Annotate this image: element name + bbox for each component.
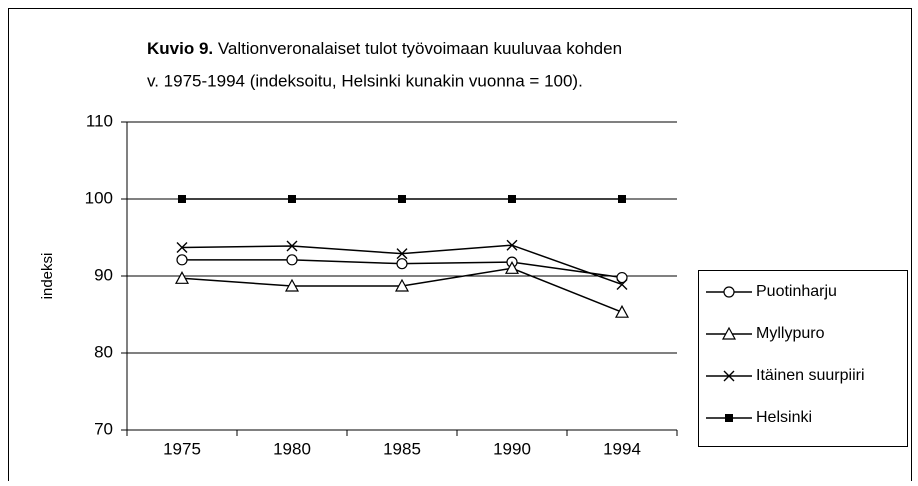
marker <box>506 239 518 251</box>
marker <box>178 195 186 203</box>
y-tick-label: 70 <box>94 419 113 438</box>
title-line: v. 1975-1994 (indeksoitu, Helsinki kunak… <box>147 71 583 90</box>
title-label: Kuvio 9. <box>147 39 213 58</box>
marker <box>286 254 298 266</box>
legend-marker <box>723 286 735 298</box>
title-line: Valtionveronalaiset tulot työvoimaan kuu… <box>218 39 622 58</box>
legend-label: Itäinen suurpiiri <box>756 367 865 384</box>
y-tick-label: 100 <box>85 188 113 207</box>
marker <box>396 258 408 270</box>
marker <box>508 195 516 203</box>
x-tick-label: 1985 <box>383 439 421 458</box>
marker <box>176 254 188 266</box>
y-axis-label: indeksi <box>39 253 56 300</box>
chart-title: Kuvio 9. Valtionveronalaiset tulot työvo… <box>147 39 622 58</box>
marker <box>616 278 628 290</box>
legend-box <box>698 270 908 447</box>
x-tick-label: 1980 <box>273 439 311 458</box>
marker <box>398 195 406 203</box>
marker <box>174 271 190 284</box>
legend-label: Helsinki <box>756 409 812 426</box>
legend-marker <box>725 414 733 422</box>
marker <box>394 278 410 292</box>
y-tick-label: 110 <box>86 111 113 130</box>
legend-marker <box>723 370 735 382</box>
marker <box>396 248 408 260</box>
marker <box>288 195 296 203</box>
legend-marker <box>721 326 737 340</box>
marker <box>284 278 300 292</box>
legend-label: Puotinharju <box>756 283 837 300</box>
marker <box>176 242 188 254</box>
legend-label: Myllypuro <box>756 325 825 342</box>
marker <box>614 304 630 318</box>
marker <box>286 240 298 252</box>
marker <box>618 195 626 203</box>
y-tick-label: 90 <box>94 265 113 284</box>
y-tick-label: 80 <box>94 342 113 361</box>
x-tick-label: 1994 <box>603 439 641 458</box>
x-tick-label: 1975 <box>163 439 201 458</box>
marker <box>616 271 628 284</box>
x-tick-label: 1990 <box>493 439 531 458</box>
marker <box>504 261 520 274</box>
chart-frame <box>8 8 912 486</box>
